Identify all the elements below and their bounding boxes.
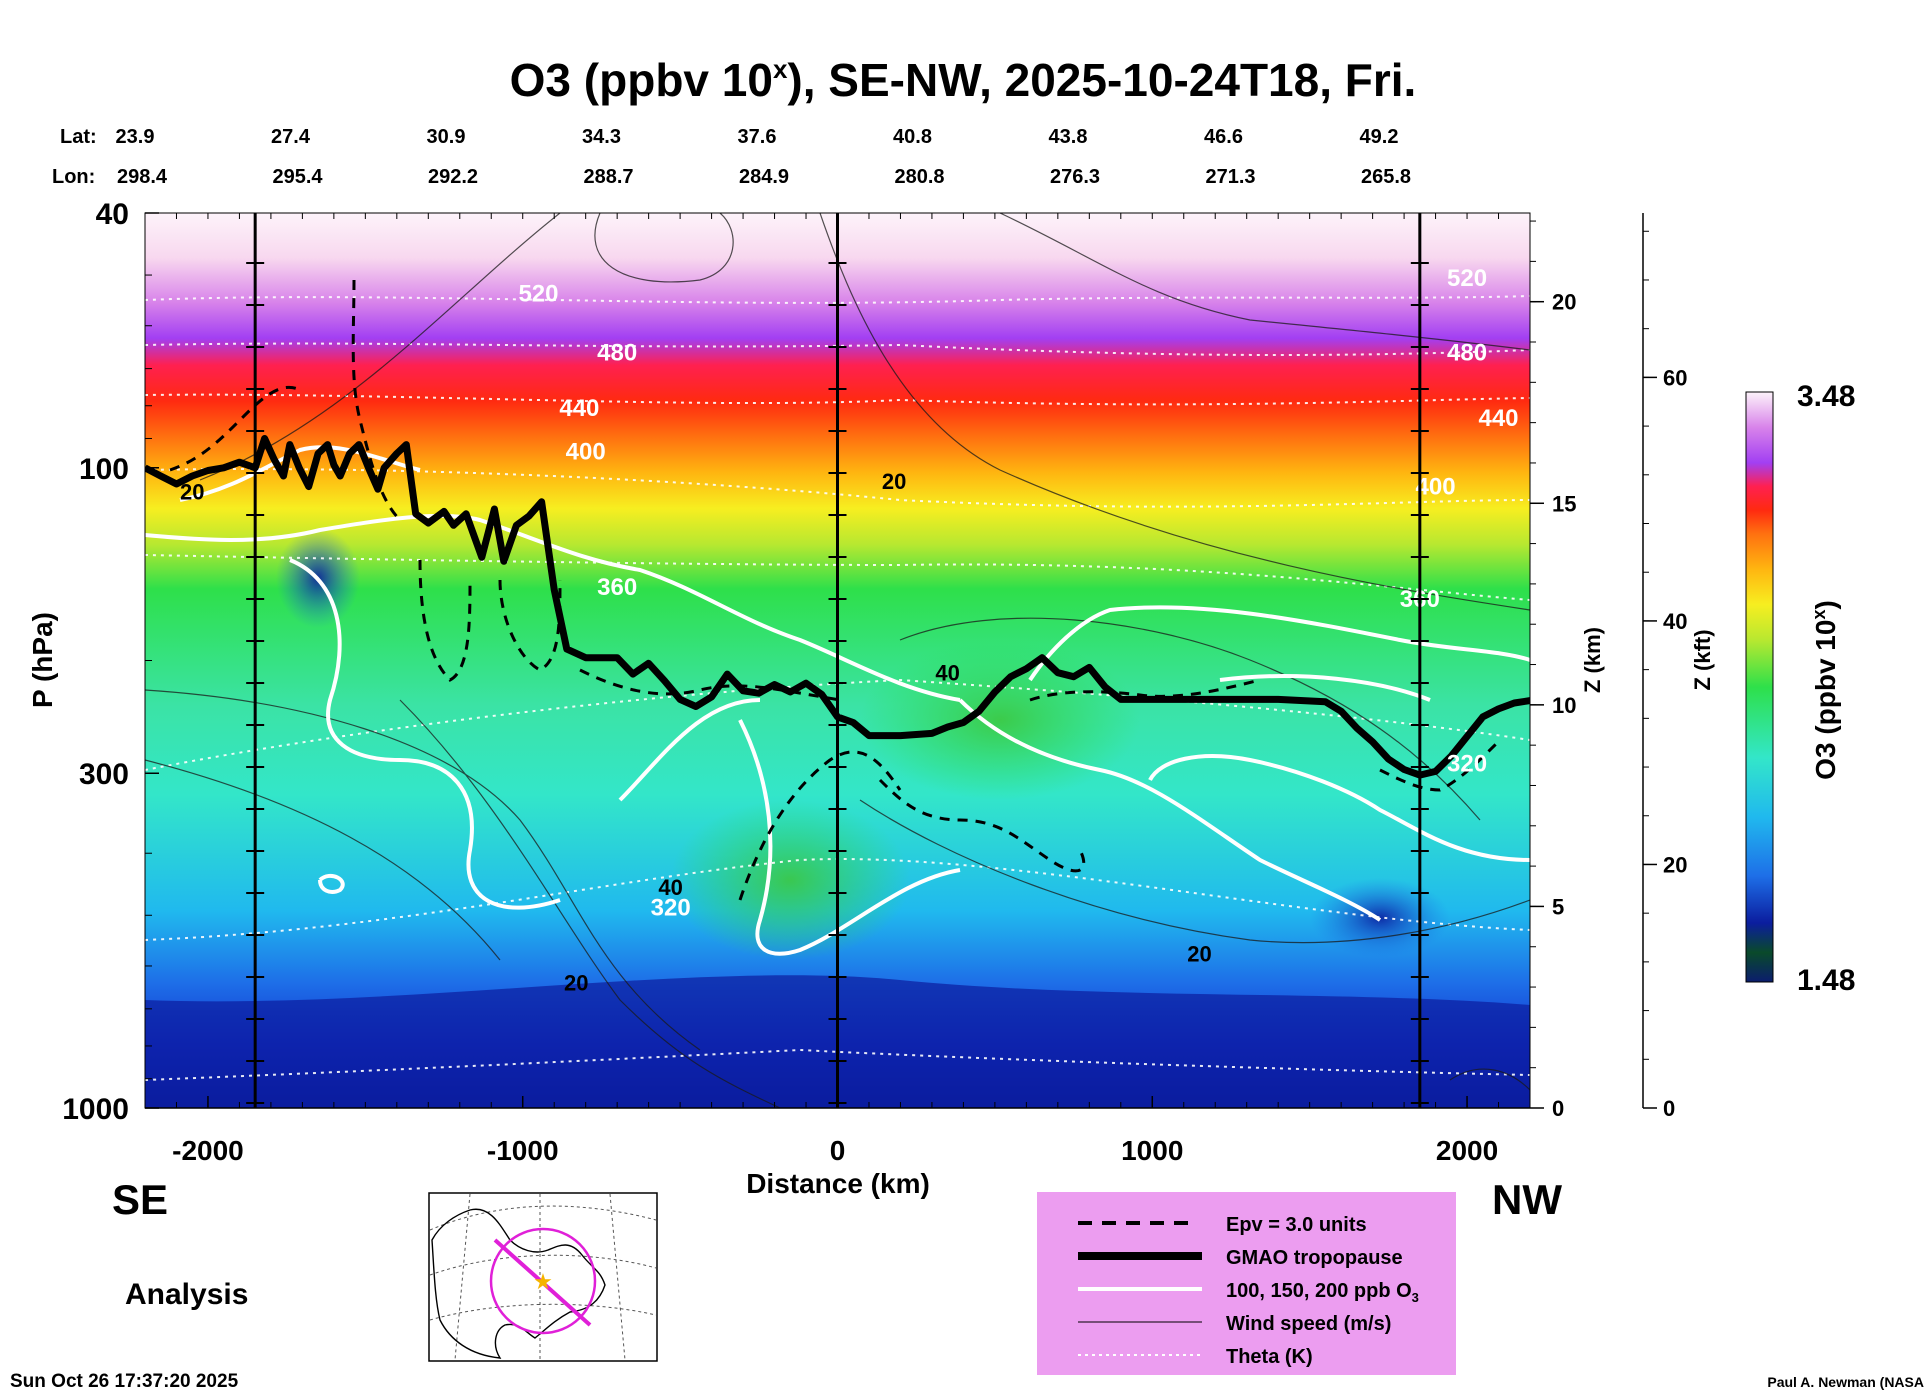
- lon-value: 280.8: [894, 166, 944, 188]
- lon-value: 271.3: [1205, 166, 1255, 188]
- map-range-circle: [489, 1227, 597, 1335]
- wind-speed-label: 20: [1187, 941, 1211, 966]
- x-tick-label: 2000: [1436, 1135, 1498, 1166]
- wind-speed-label: 20: [564, 970, 588, 995]
- credit: Paul A. Newman (NASA: [1767, 1374, 1924, 1390]
- theta-label: 440: [1478, 405, 1518, 432]
- lat-header: Lat:: [60, 126, 97, 148]
- timestamp: Sun Oct 26 17:37:20 2025: [10, 1371, 239, 1392]
- theta-lines: [145, 295, 1530, 1081]
- x-tick-label: -2000: [172, 1135, 244, 1166]
- lat-value: 37.6: [738, 126, 777, 148]
- z-kft-tick-label: 60: [1663, 365, 1687, 390]
- legend: Epv = 3.0 units GMAO tropopause 100, 150…: [1037, 1192, 1456, 1375]
- lon-header: Lon:: [52, 166, 95, 188]
- lat-value: 46.6: [1204, 126, 1243, 148]
- z-km-axis: 0 5 10 15 20: [1530, 220, 1576, 1121]
- latitude-row: 23.9 27.4 30.9 34.3 37.6 40.8 43.8 46.6 49.2: [116, 126, 1399, 148]
- z-km-tick-label: 5: [1552, 894, 1564, 919]
- colorbar-min-label: 1.48: [1797, 964, 1855, 997]
- theta-label: 480: [597, 340, 637, 367]
- z-km-tick-label: 0: [1552, 1096, 1564, 1121]
- lon-value: 298.4: [117, 166, 168, 188]
- pressure-axis: 40 100 300 1000: [62, 198, 159, 1126]
- lat-value: 49.2: [1360, 126, 1399, 148]
- z-kft-tick-label: 0: [1663, 1096, 1675, 1121]
- gmao-tropopause-line: [145, 435, 1530, 779]
- z-kft-tick-label: 20: [1663, 852, 1687, 877]
- z-kft-tick-label: 40: [1663, 609, 1687, 634]
- theta-label: 440: [559, 395, 599, 422]
- lon-value: 288.7: [583, 166, 633, 188]
- center-star-icon: ★: [533, 1269, 553, 1294]
- z-km-tick-label: 15: [1552, 491, 1576, 516]
- z-kft-axis-label: Z (kft): [1690, 629, 1715, 690]
- p-tick-label: 100: [79, 453, 129, 486]
- theta-label: 320: [651, 894, 691, 921]
- lon-value: 276.3: [1050, 166, 1100, 188]
- theta-labels: 520480440400360320520480440400360320: [518, 265, 1518, 921]
- location-markers: [246, 213, 1429, 1108]
- colorbar-max-label: 3.48: [1797, 380, 1855, 413]
- p-tick-label: 300: [79, 758, 129, 791]
- z-km-tick-label: 10: [1552, 693, 1576, 718]
- colorbar: 3.48 1.48 O3 (ppbv 10x): [1745, 380, 1855, 997]
- location-map-inset: ★: [428, 1192, 658, 1362]
- direction-nw-label: NW: [1492, 1176, 1562, 1223]
- lon-value: 292.2: [428, 166, 478, 188]
- theta-label: 320: [1447, 750, 1487, 777]
- wind-speed-label: 40: [935, 661, 959, 686]
- longitude-row: 298.4 295.4 292.2 288.7 284.9 280.8 276.3 271.3…: [117, 166, 1411, 188]
- legend-label-theta: Theta (K): [1226, 1346, 1313, 1368]
- x-tick-label: 1000: [1121, 1135, 1183, 1166]
- direction-se-label: SE: [112, 1176, 168, 1223]
- high-ozone-blob: [670, 800, 910, 960]
- lat-value: 40.8: [893, 126, 932, 148]
- legend-label-epv: Epv = 3.0 units: [1226, 1214, 1367, 1236]
- p-tick-label: 1000: [62, 1093, 129, 1126]
- z-kft-axis: 0 20 40 60: [1642, 213, 1687, 1121]
- analysis-label: Analysis: [125, 1278, 248, 1311]
- legend-label-tropopause: GMAO tropopause: [1226, 1247, 1403, 1269]
- wind-speed-label: 20: [882, 469, 906, 494]
- theta-label: 480: [1447, 340, 1487, 367]
- theta-label: 400: [1416, 473, 1456, 500]
- lon-value: 265.8: [1361, 166, 1411, 188]
- theta-label: 520: [1447, 265, 1487, 292]
- legend-label-wind: Wind speed (m/s): [1226, 1313, 1391, 1335]
- lat-value: 27.4: [271, 126, 311, 148]
- p-tick-label: 40: [96, 198, 129, 231]
- theta-label: 360: [597, 574, 637, 601]
- colorbar-scale: [1745, 391, 1774, 983]
- lat-value: 30.9: [427, 126, 466, 148]
- x-tick-label: -1000: [487, 1135, 559, 1166]
- chart-title: O3 (ppbv 10x), SE-NW, 2025-10-24T18, Fri…: [510, 54, 1417, 106]
- lat-value: 34.3: [582, 126, 621, 148]
- lon-value: 284.9: [739, 166, 789, 188]
- theta-label: 400: [566, 438, 606, 465]
- x-tick-label: 0: [830, 1135, 846, 1166]
- legend-label-ozone: 100, 150, 200 ppb O3: [1226, 1280, 1419, 1305]
- z-km-axis-label: Z (km): [1580, 627, 1605, 693]
- x-axis: -2000 -1000 0 1000 2000: [144, 213, 1531, 1166]
- lat-value: 23.9: [116, 126, 155, 148]
- high-ozone-blob: [860, 640, 1140, 800]
- cross-section-path: [493, 1238, 592, 1327]
- y-axis-label: P (hPa): [27, 612, 58, 708]
- ozone-contours: [145, 445, 1530, 956]
- theta-label: 520: [518, 281, 558, 308]
- x-axis-label: Distance (km): [746, 1168, 930, 1199]
- lon-value: 295.4: [272, 166, 323, 188]
- colorbar-title: O3 (ppbv 10x): [1809, 600, 1841, 780]
- lat-value: 43.8: [1049, 126, 1088, 148]
- wind-speed-label: 20: [180, 479, 204, 504]
- wind-speed-labels: 20 20 40 40 20 20: [180, 469, 1212, 995]
- z-km-tick-label: 20: [1552, 290, 1576, 315]
- wind-speed-label: 40: [658, 875, 682, 900]
